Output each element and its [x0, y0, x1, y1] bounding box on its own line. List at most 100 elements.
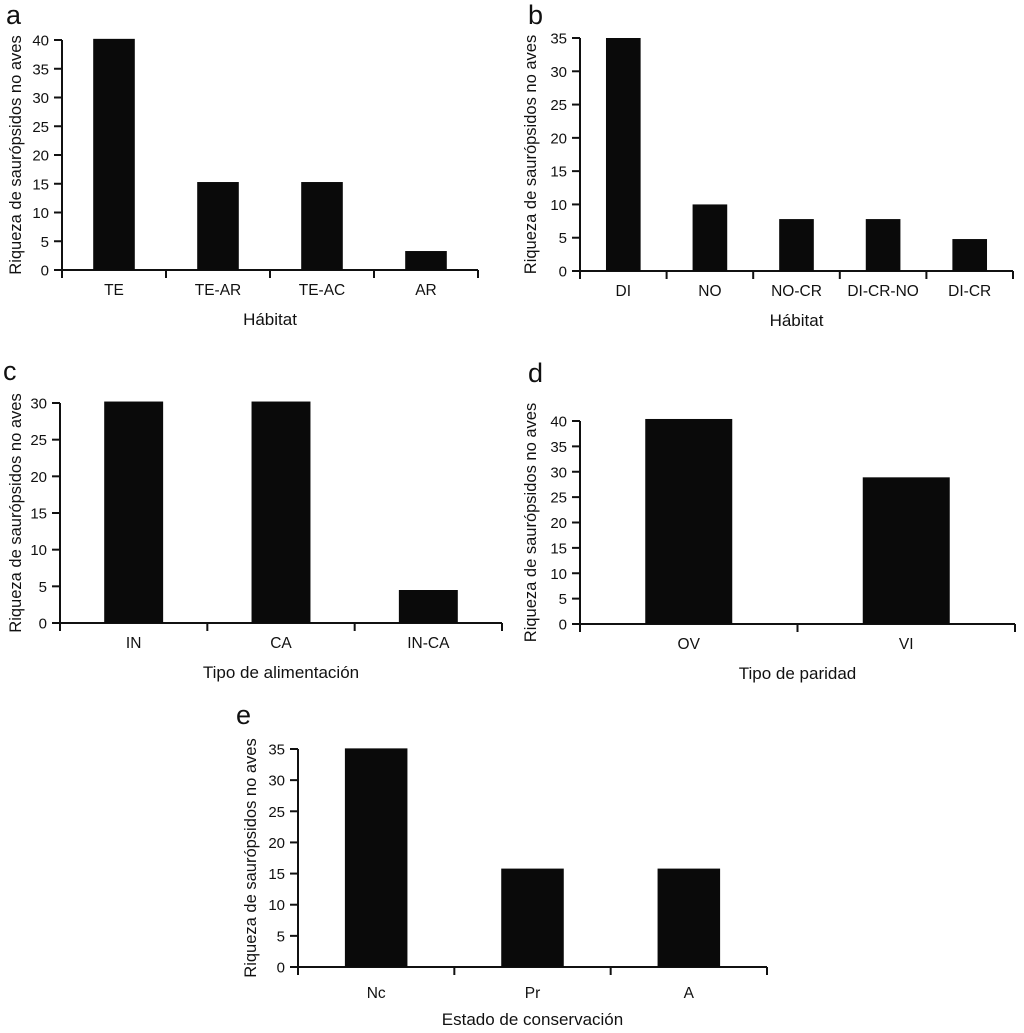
- panel-label-a: a: [6, 0, 22, 30]
- y-tick-label: 10: [268, 897, 285, 914]
- y-tick-label: 30: [32, 90, 49, 107]
- y-tick-label: 0: [559, 617, 567, 634]
- bar-IN-CA: [398, 590, 458, 623]
- y-axis-title: Riqueza de saurópsidos no aves: [522, 35, 540, 274]
- bar-OV: [645, 418, 733, 624]
- y-tick-label: 30: [550, 464, 567, 481]
- x-axis-title: Estado de conservación: [442, 1010, 623, 1029]
- x-category-label: TE: [104, 282, 124, 299]
- y-tick-label: 0: [39, 616, 47, 633]
- y-tick-label: 35: [32, 61, 49, 78]
- x-category-label: TE-AR: [195, 282, 242, 299]
- chart-panel-e: e 0 5 10 15 20 25 30 35 Nc Pr A Estado de conservac…: [200, 690, 824, 1033]
- y-tick-label: 20: [32, 148, 49, 165]
- bar-TE-AR: [197, 182, 239, 270]
- y-tick-label: 40: [32, 33, 49, 50]
- bar-AR: [405, 251, 447, 270]
- x-category-label: TE-AC: [299, 282, 346, 299]
- bar-DI: [605, 38, 641, 271]
- bar-chart-b: 0 5 10 15 20 25 30 35 DI NO NO-CR DI-CR-NO DI-CR Hábi…: [522, 31, 1014, 330]
- y-tick-label: 30: [30, 396, 47, 413]
- y-axis-title: Riqueza de saurópsidos no aves: [7, 35, 25, 274]
- x-category-label: A: [684, 985, 695, 1002]
- bar-TE: [93, 38, 135, 270]
- y-tick-label: 5: [39, 579, 47, 596]
- bar-NO: [692, 204, 728, 271]
- x-axis-title: Hábitat: [243, 310, 297, 329]
- y-tick-label: 10: [32, 205, 49, 222]
- x-category-label: DI-CR: [948, 283, 991, 300]
- panel-label-d: d: [528, 358, 544, 388]
- y-tick-label: 10: [550, 566, 567, 583]
- y-tick-label: 35: [550, 439, 567, 456]
- y-tick-label: 20: [550, 515, 567, 532]
- x-category-label: CA: [270, 635, 292, 652]
- bar-chart-c: 0 5 10 15 20 25 30 IN CA IN-CA Tipo de alimentació…: [7, 393, 503, 682]
- bar-TE-AC: [301, 182, 343, 270]
- chart-panel-b: b 0 5 10 15 20 25 30 35 DI NO NO-CR DI-CR-NO DI-CR Há…: [512, 0, 1024, 348]
- y-tick-label: 10: [550, 197, 567, 214]
- y-tick-label: 20: [550, 130, 567, 147]
- y-axis-title: Riqueza de saurópsidos no aves: [7, 393, 25, 632]
- x-category-label: OV: [678, 636, 701, 653]
- x-category-label: NO: [698, 283, 721, 300]
- y-tick-label: 5: [277, 928, 285, 945]
- y-axis-title: Riqueza de saurópsidos no aves: [522, 403, 540, 642]
- bar-DI-CR-NO: [865, 219, 901, 271]
- bar-Pr: [501, 868, 564, 967]
- y-tick-label: 10: [30, 542, 47, 559]
- y-tick-label: 25: [550, 490, 567, 507]
- y-tick-label: 5: [559, 230, 567, 247]
- y-tick-label: 0: [559, 264, 567, 281]
- y-tick-label: 15: [268, 866, 285, 883]
- y-tick-label: 25: [550, 97, 567, 114]
- x-category-label: DI: [616, 283, 632, 300]
- x-category-label: VI: [899, 636, 914, 653]
- y-tick-label: 35: [268, 742, 285, 759]
- y-tick-label: 25: [32, 119, 49, 136]
- y-tick-label: 15: [550, 164, 567, 181]
- x-axis-title: Tipo de alimentación: [203, 663, 359, 682]
- bar-Nc: [344, 748, 408, 967]
- y-axis-title: Riqueza de saurópsidos no aves: [242, 738, 260, 977]
- panel-label-b: b: [528, 0, 544, 30]
- bar-chart-a: 0 5 10 15 20 25 30 35 40 TE TE-AR TE-AC AR Hábitat Riq…: [7, 33, 479, 329]
- bar-NO-CR: [779, 219, 814, 271]
- y-tick-label: 25: [268, 804, 285, 821]
- y-tick-label: 25: [30, 432, 47, 449]
- bar-chart-e: 0 5 10 15 20 25 30 35 Nc Pr A Estado de conservació…: [242, 738, 768, 1029]
- chart-panel-d: d 0 5 10 15 20 25 30 35 40 OV VI Tipo de paridad Riq…: [512, 350, 1024, 690]
- bar-VI: [862, 477, 950, 624]
- y-tick-label: 5: [41, 234, 49, 251]
- panel-label-c: c: [3, 356, 17, 386]
- x-axis-title: Tipo de paridad: [739, 664, 857, 683]
- chart-panel-c: c 0 5 10 15 20 25 30 IN CA IN-CA Tipo de alimentac…: [0, 350, 512, 690]
- y-tick-label: 40: [550, 414, 567, 431]
- x-category-label: DI-CR-NO: [847, 283, 918, 300]
- x-category-label: Nc: [367, 985, 386, 1002]
- x-category-label: AR: [415, 282, 437, 299]
- panel-label-e: e: [236, 700, 252, 730]
- bar-A: [657, 868, 721, 967]
- x-category-label: IN: [126, 635, 142, 652]
- y-tick-label: 0: [277, 960, 285, 977]
- y-tick-label: 15: [32, 176, 49, 193]
- bar-IN: [104, 401, 164, 623]
- chart-panel-a: a 0 5 10 15 20 25 30 35 40 TE TE-AR TE-AC AR Hábitat R…: [0, 0, 512, 348]
- y-tick-label: 5: [559, 591, 567, 608]
- y-tick-label: 0: [41, 263, 49, 280]
- y-tick-label: 35: [550, 31, 567, 48]
- x-category-label: NO-CR: [771, 283, 822, 300]
- y-tick-label: 15: [30, 506, 47, 523]
- y-tick-label: 30: [268, 773, 285, 790]
- bar-chart-d: 0 5 10 15 20 25 30 35 40 OV VI Tipo de paridad Rique…: [522, 403, 1016, 683]
- y-tick-label: 15: [550, 540, 567, 557]
- bar-DI-CR: [952, 239, 988, 271]
- bar-CA: [251, 401, 311, 623]
- y-tick-label: 30: [550, 64, 567, 81]
- x-category-label: IN-CA: [407, 635, 450, 652]
- x-axis-title: Hábitat: [770, 311, 824, 330]
- y-tick-label: 20: [30, 469, 47, 486]
- y-tick-label: 20: [268, 835, 285, 852]
